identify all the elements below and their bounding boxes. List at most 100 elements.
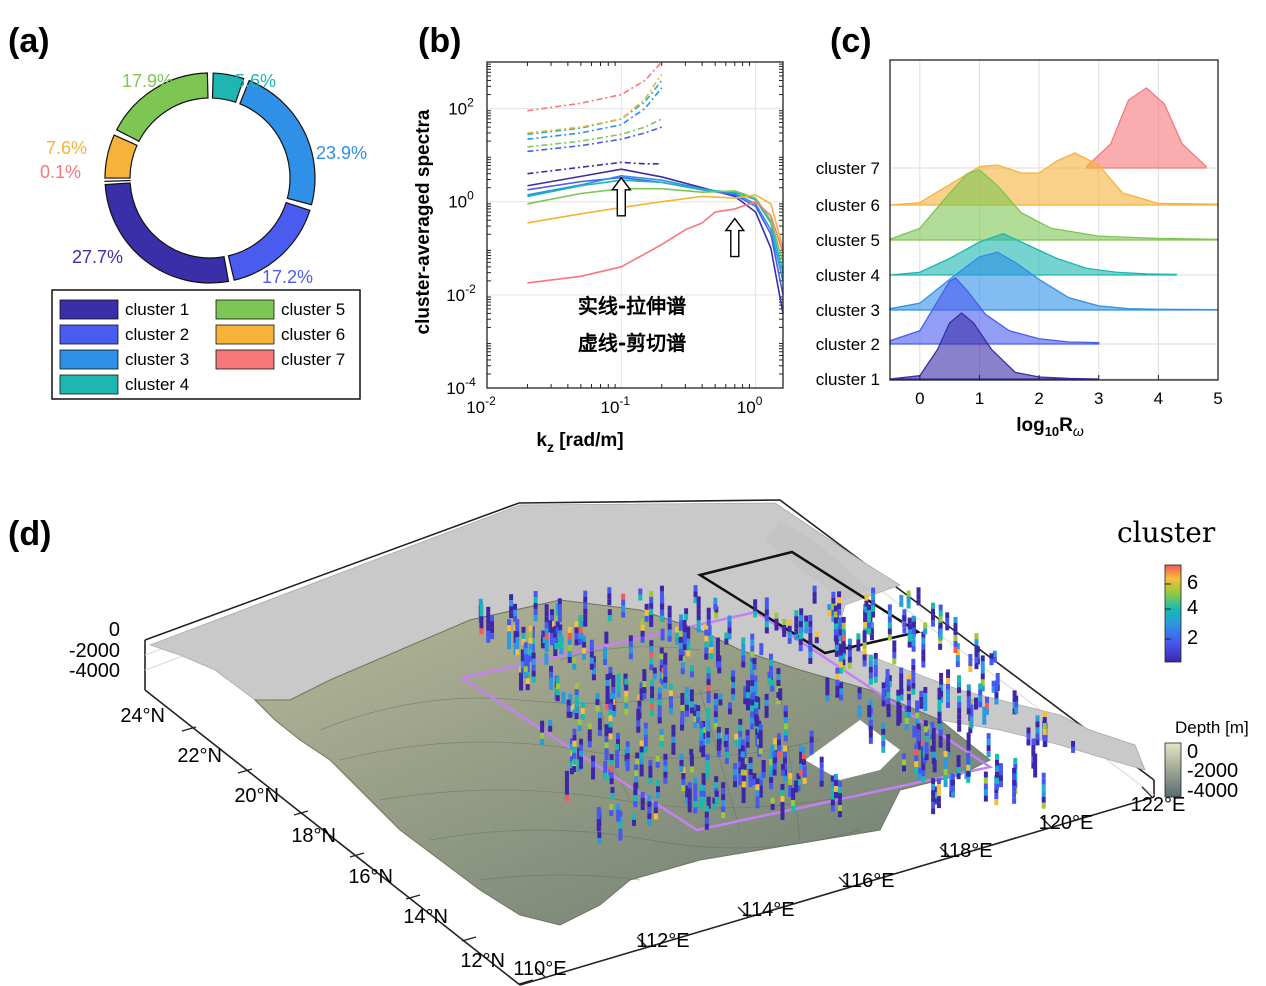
profile-segment	[734, 739, 739, 746]
profile-segment	[868, 666, 873, 673]
profile-segment	[808, 620, 813, 627]
profile-segment	[520, 667, 525, 674]
profile-segment	[686, 638, 691, 645]
profile-segment	[783, 705, 788, 712]
x-tick-label: 4	[1154, 389, 1163, 408]
profile-segment	[712, 797, 717, 804]
series-line	[527, 194, 784, 249]
profile-segment	[544, 616, 549, 623]
profile-segment	[892, 658, 897, 665]
profile-segment	[533, 615, 538, 622]
profile-segment	[912, 725, 917, 732]
profile-segment	[689, 665, 694, 672]
profile-segment	[881, 734, 886, 741]
y-tick-label: 100	[448, 189, 474, 212]
profile-segment	[699, 790, 704, 797]
profile-segment	[931, 802, 936, 809]
profile-segment	[787, 637, 792, 644]
profile-segment	[957, 725, 962, 732]
profile-segment	[794, 610, 799, 617]
profile-segment	[589, 663, 594, 670]
profile-segment	[589, 657, 594, 664]
profile-segment	[921, 770, 926, 777]
profile-segment	[936, 784, 941, 791]
profile-segment	[740, 739, 745, 746]
profile-segment	[1041, 772, 1046, 779]
profile-segment	[886, 685, 891, 692]
profile-segment	[574, 683, 579, 690]
profile-segment	[528, 631, 533, 638]
profile-segment	[911, 645, 916, 652]
x-tick-label: 3	[1094, 389, 1103, 408]
profile-segment	[659, 653, 664, 660]
profile-segment	[557, 610, 562, 617]
profile-segment	[798, 621, 803, 628]
profile-segment	[753, 611, 758, 618]
profile-segment	[841, 647, 846, 654]
profile-segment	[1035, 721, 1040, 728]
profile-segment	[595, 705, 600, 712]
profile-segment	[966, 758, 971, 765]
profile-segment	[916, 593, 921, 600]
profile-segment	[950, 785, 955, 792]
profile-segment	[750, 674, 755, 681]
profile-segment	[868, 654, 873, 661]
profile-segment	[706, 667, 711, 674]
profile-segment	[686, 650, 691, 657]
profile-segment	[887, 681, 892, 688]
profile-segment	[1042, 723, 1047, 730]
profile-segment	[716, 732, 721, 739]
profile-segment	[605, 680, 610, 687]
profile-segment	[564, 788, 569, 795]
profile-segment	[704, 629, 709, 636]
profile-segment	[881, 728, 886, 735]
profile-segment	[984, 708, 989, 715]
profile-segment	[579, 756, 584, 763]
profile-segment	[567, 650, 572, 657]
profile-segment	[758, 736, 763, 743]
profile-segment	[638, 588, 643, 595]
profile-segment	[998, 775, 1003, 782]
profile-segment	[980, 667, 985, 674]
profile-segment	[932, 766, 937, 773]
profile-segment	[509, 600, 514, 607]
profile-segment	[555, 609, 560, 616]
panel-c: (c) cluster 1 cluster 2 cluster 3 cluster 4…	[816, 22, 1223, 439]
profile-segment	[713, 597, 718, 604]
profile-segment	[921, 631, 926, 638]
profile-segment	[544, 652, 549, 659]
profile-segment	[684, 710, 689, 717]
profile-segment	[548, 626, 553, 633]
profile-segment	[881, 682, 886, 689]
profile-segment	[714, 612, 719, 619]
profile-segment	[938, 637, 943, 644]
profile-segment	[957, 675, 962, 682]
profile-segment	[827, 604, 832, 611]
profile-segment	[724, 638, 729, 645]
profile-segment	[540, 738, 545, 745]
profile-segment	[479, 628, 484, 635]
profile-segment	[914, 743, 919, 750]
profile-segment	[769, 765, 774, 772]
profile-segment	[794, 786, 799, 793]
profile-segment	[555, 695, 560, 702]
profile-segment	[515, 637, 520, 644]
profile-segment	[639, 746, 644, 753]
lon-label: 114°E	[741, 899, 794, 921]
profile-segment	[705, 772, 710, 779]
profile-segment	[609, 778, 614, 785]
profile-segment	[783, 757, 788, 764]
profile-segment	[625, 753, 630, 760]
profile-segment	[548, 725, 553, 732]
profile-segment	[704, 647, 709, 654]
profile-segment	[753, 687, 758, 694]
legend-label: cluster 2	[125, 325, 189, 344]
profile-segment	[519, 684, 524, 691]
profile-segment	[583, 602, 588, 609]
legend-label: cluster 7	[281, 350, 345, 369]
profile-segment	[957, 713, 962, 720]
profile-segment	[745, 704, 750, 711]
profile-segment	[773, 738, 778, 745]
cluster-colorbar	[1164, 564, 1182, 663]
profile-segment	[724, 752, 729, 759]
